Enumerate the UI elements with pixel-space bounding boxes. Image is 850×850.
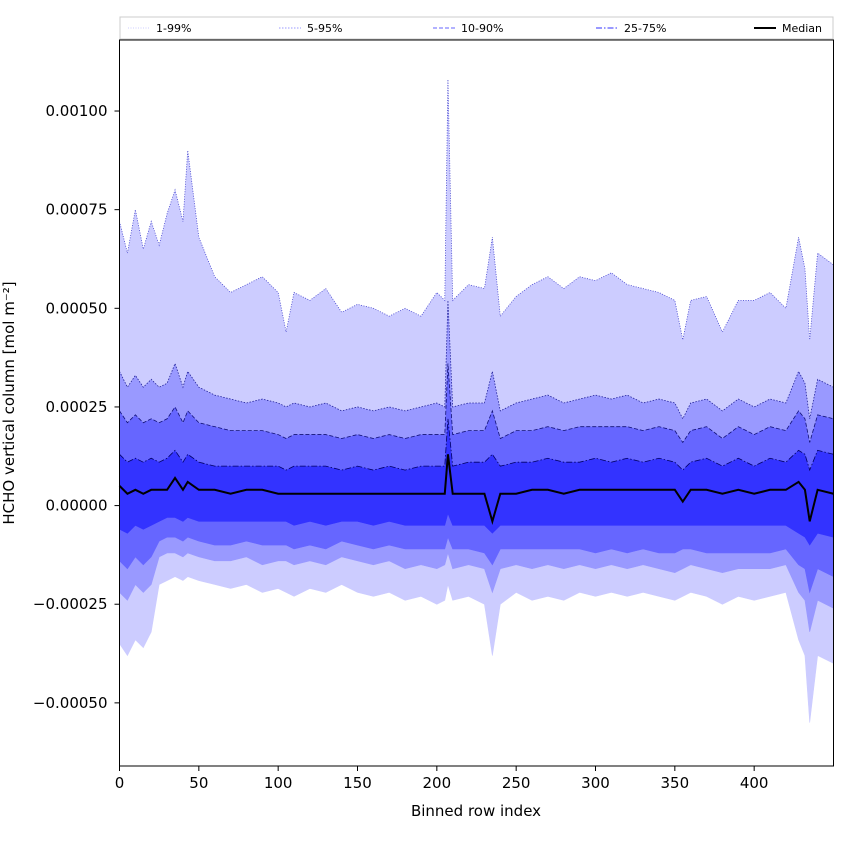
x-tick-label: 300 xyxy=(581,774,610,792)
x-axis: 0 50 100 150 200 250 300 350 400 xyxy=(115,766,769,792)
plot-frame xyxy=(119,39,834,767)
y-tick-label: 0.00075 xyxy=(45,201,107,219)
y-axis-label: HCHO vertical column [mol m⁻²] xyxy=(0,281,18,524)
line-lower-25-75% xyxy=(119,512,834,546)
legend-box xyxy=(119,16,834,40)
line-lower-1-99% xyxy=(119,576,834,723)
x-tick-label: 150 xyxy=(343,774,372,792)
line-upper-25-75% xyxy=(119,418,834,472)
x-tick-label: 100 xyxy=(264,774,293,792)
line-upper-5-95% xyxy=(119,300,834,420)
legend-label: 25-75% xyxy=(624,22,666,35)
legend-label: 5-95% xyxy=(307,22,342,35)
legend-label: 1-99% xyxy=(156,22,191,35)
x-tick-label: 0 xyxy=(115,774,125,792)
median-layer xyxy=(118,454,834,525)
legend-label: Median xyxy=(782,22,822,35)
x-tick-label: 400 xyxy=(740,774,769,792)
percentile-lines xyxy=(119,79,834,723)
x-axis-label: Binned row index xyxy=(411,802,541,820)
line-upper-10-90% xyxy=(119,363,834,444)
percentile-bands xyxy=(119,79,834,723)
x-tick-label: 50 xyxy=(189,774,208,792)
x-tick-label: 200 xyxy=(423,774,452,792)
y-tick-label: −0.00025 xyxy=(33,595,108,613)
y-tick-label: −0.00050 xyxy=(33,694,108,712)
y-tick-label: 0.00100 xyxy=(45,102,107,120)
legend: 1-99% 5-95% 10-90% 25-75% Median xyxy=(119,16,834,40)
y-tick-label: 0.00000 xyxy=(45,497,107,515)
x-tick-label: 350 xyxy=(661,774,690,792)
band-25-75% xyxy=(119,418,834,546)
line-lower-5-95% xyxy=(119,551,834,632)
line-lower-10-90% xyxy=(119,536,834,594)
line-upper-1-99% xyxy=(119,79,834,340)
y-tick-label: 0.00025 xyxy=(45,398,107,416)
y-axis: −0.00050 −0.00025 0.00000 0.00025 0.00050 0.0… xyxy=(33,102,120,712)
x-tick-label: 250 xyxy=(502,774,531,792)
legend-label: 10-90% xyxy=(461,22,503,35)
median-line xyxy=(118,454,834,525)
y-tick-label: 0.00050 xyxy=(45,299,107,317)
